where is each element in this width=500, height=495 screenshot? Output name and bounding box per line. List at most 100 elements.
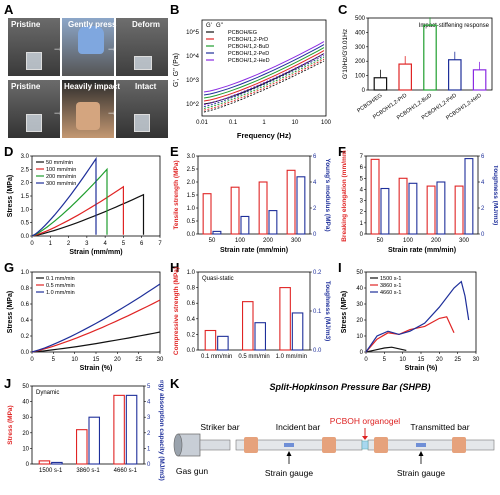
x-tick-label: 15: [418, 357, 425, 363]
legend-gprime: G': [206, 23, 212, 29]
x-tick-label: 20: [114, 357, 121, 363]
legend-label: PCBOH/1,2-HeD: [228, 58, 270, 64]
series-line: [365, 346, 407, 353]
panel-label-d: D: [4, 144, 14, 159]
axis-label-y: Stress (MPa): [7, 291, 14, 333]
label-gauge-1: Strain gauge: [265, 468, 313, 478]
panel-d-stress-strain: 0.0 0.5 1.0 1.5 2.0 2.5 3.0 0 1 2 3 4 5 6 7 Stress (MPa…: [7, 154, 162, 256]
x-tick-label: 50: [377, 238, 384, 244]
x-tick-label: 0.1: [229, 120, 238, 126]
y2-tick-label: 0.2: [313, 270, 322, 276]
bar-left: [426, 185, 436, 235]
y2-tick-label: 0.1: [313, 309, 322, 315]
x-tick-label: 100: [321, 120, 332, 126]
label-gas-gun: Gas gun: [176, 466, 208, 476]
bar-right: [88, 416, 101, 465]
series-line: [31, 167, 108, 237]
x-tick-label: 1.0 mm/min: [276, 354, 307, 360]
panel-k-shpb: Split-Hopkinson Pressure Bar (SHPB) PCBO…: [173, 382, 495, 478]
axis-label-y2: Toughness (MJ/m3): [492, 165, 498, 226]
series-line-gdouble: [203, 58, 325, 111]
x-tick-label: 100: [235, 238, 246, 244]
panel-b-rheology: G', G'' (Pa) Frequency (Hz) 0.01 0.1 1 10 10…: [173, 19, 332, 140]
y-tick-label: 0: [26, 462, 30, 468]
bar-left: [75, 429, 88, 465]
bar-right: [125, 394, 138, 465]
y-tick-label: 0.0: [21, 350, 30, 356]
x-tick-label: 10: [399, 357, 406, 363]
bar-left: [204, 329, 217, 351]
bar-left: [286, 169, 296, 235]
y2-tick-label: 5: [147, 384, 151, 390]
shpb-title: Split-Hopkinson Pressure Bar (SHPB): [269, 382, 430, 392]
plot-frame: [197, 271, 311, 351]
y-tick-label: 50: [22, 384, 29, 390]
bar-right: [436, 181, 446, 235]
y-tick-label: 300: [355, 45, 366, 51]
arrow-right-icon: →: [52, 104, 64, 118]
y-tick-label: 1.5: [21, 194, 30, 200]
y-tick-label: 10^2: [186, 102, 199, 108]
legend-label: 3860 s-1: [380, 283, 401, 289]
panel-label-j: J: [4, 376, 12, 391]
y-tick-label: 2.5: [21, 167, 30, 173]
y-tick-label: 3.0: [187, 154, 196, 160]
bar-right: [296, 176, 306, 235]
panel-label-c: C: [338, 2, 348, 17]
panel-label-i: I: [338, 260, 342, 275]
x-tick-label: 0: [30, 241, 34, 247]
y2-tick-label: 0.0: [313, 348, 322, 354]
legend-label: 0.5 mm/min: [46, 283, 75, 289]
panel-h-bars: 0.0 0.2 0.4 0.6 0.8 1.0 0.0 0.1 0.2 Compressive s…: [173, 267, 331, 360]
panel-i-dynamic: 0 10 20 30 40 50 0 5 10 15 20 25 30 Stress (MPa) Strai…: [341, 270, 480, 372]
bar-right: [212, 230, 222, 235]
strain-gauge-2: [416, 443, 426, 447]
axis-label-y: Compressive strength (MPa): [173, 267, 180, 355]
x-tick-label: 100: [403, 238, 414, 244]
series-line: [31, 299, 161, 353]
x-tick-label: 3860 s-1: [76, 468, 100, 474]
axis-label-x: Strain rate (mm/min): [220, 247, 288, 254]
glove: [78, 26, 104, 54]
panel-a-photos: Pristine Gently press Deform Pristine He…: [8, 18, 168, 138]
bar-left: [398, 177, 408, 235]
cap-top-mid: Gently press: [68, 20, 117, 29]
y-tick-label: 0.2: [21, 334, 30, 340]
x-tick-label: 10: [292, 120, 299, 126]
y-tick-label: 0.2: [187, 332, 196, 338]
series-line-gdouble: [203, 53, 325, 106]
x-tick-label: 3: [85, 241, 89, 247]
label-striker: Striker bar: [200, 422, 239, 432]
plot-frame: [197, 155, 311, 235]
y2-tick-label: 4: [481, 180, 485, 186]
legend-gdouble: G'': [216, 23, 223, 29]
y-tick-label: 2.0: [187, 180, 196, 186]
x-tick-label: 25: [135, 357, 142, 363]
series-line-gprime: [203, 44, 325, 96]
bar: [472, 69, 487, 91]
arrow-right-icon: →: [106, 104, 118, 118]
bar-support: [452, 437, 466, 453]
axis-label-y: Stress (MPa): [341, 291, 348, 333]
y-tick-label: 0.8: [21, 286, 30, 292]
y-tick-label: 10: [22, 446, 29, 452]
x-tick-label: 300: [459, 238, 470, 244]
bar-left: [258, 181, 268, 235]
panel-label-f: F: [338, 144, 346, 159]
sample-1: [26, 52, 42, 70]
chart-title: Impact-stiffening response: [419, 23, 490, 29]
y-tick-label: 50: [356, 270, 363, 276]
x-tick-label: 5: [383, 357, 387, 363]
y2-tick-label: 2: [147, 431, 151, 437]
x-tick-label: 0.5 mm/min: [238, 354, 269, 360]
y-tick-label: 1.5: [187, 193, 196, 199]
cap-top-left: Pristine: [11, 20, 41, 29]
y-tick-label: 0.8: [187, 286, 196, 292]
plot-frame: [201, 19, 327, 117]
y-tick-label: 500: [355, 16, 366, 22]
y2-tick-label: 1: [147, 446, 151, 452]
axis-label-y: Breaking elongation (mm/mm): [341, 150, 348, 242]
y-tick-label: 2.0: [21, 181, 30, 187]
bar-support: [374, 437, 388, 453]
series-line-gdouble: [203, 55, 325, 108]
